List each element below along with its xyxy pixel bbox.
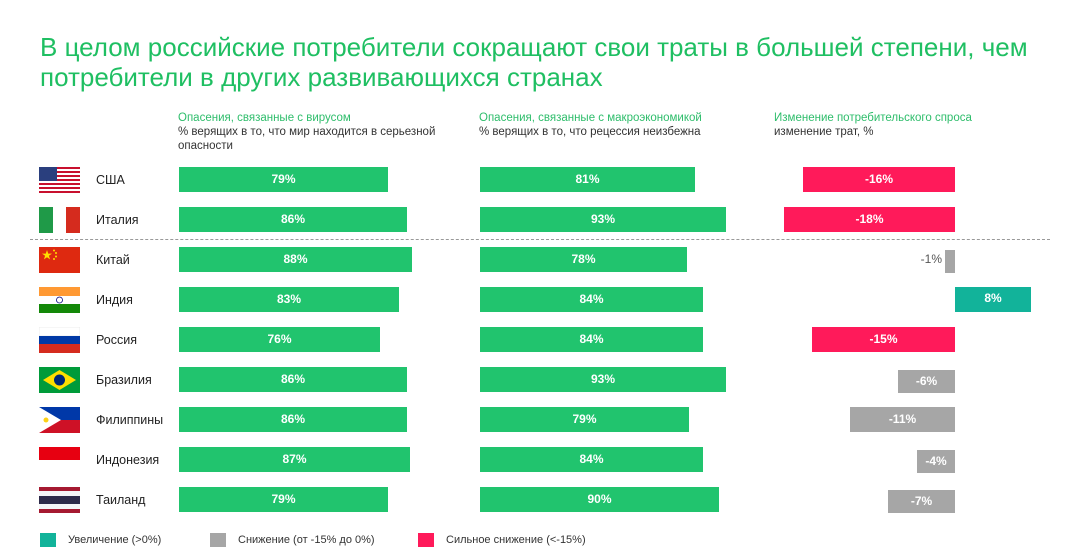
column-header-virus: Опасения, связанные с вирусом % верящих … [178, 111, 448, 153]
demand-bar: -18% [784, 207, 955, 232]
legend-label: Увеличение (>0%) [68, 534, 162, 546]
philippines-flag [39, 407, 80, 433]
virus-bar: 79% [179, 167, 388, 192]
country-label: Бразилия [96, 373, 152, 387]
column-header-macro: Опасения, связанные с макроэкономикой % … [479, 111, 749, 139]
demand-bar: -7% [888, 490, 955, 513]
column-subheading: % верящих в то, что рецессия неизбежна [479, 126, 701, 138]
virus-bar: 88% [179, 247, 412, 272]
country-label: Таиланд [96, 493, 146, 507]
demand-value-label: -1% [920, 252, 942, 266]
country-label: Индия [96, 293, 133, 307]
macro-bar: 78% [480, 247, 687, 272]
demand-bar: -16% [803, 167, 955, 192]
legend-swatch [418, 533, 434, 547]
india-flag [39, 287, 80, 313]
column-header-demand: Изменение потребительского спроса измене… [774, 111, 1064, 139]
demand-bar: -15% [812, 327, 955, 352]
page-title: В целом российские потребители сокращают… [40, 32, 1028, 92]
macro-bar: 93% [480, 367, 726, 392]
legend-label: Снижение (от -15% до 0%) [238, 534, 375, 546]
usa-flag [39, 167, 80, 193]
column-subheading: изменение трат, % [774, 126, 874, 138]
virus-bar: 76% [179, 327, 380, 352]
column-heading: Опасения, связанные с вирусом [178, 112, 351, 124]
macro-bar: 90% [480, 487, 719, 512]
virus-bar: 86% [179, 207, 407, 232]
virus-bar: 86% [179, 367, 407, 392]
legend-swatch [40, 533, 56, 547]
country-label: Китай [96, 253, 130, 267]
italy-flag [39, 207, 80, 233]
macro-bar: 93% [480, 207, 726, 232]
column-subheading: % верящих в то, что мир находится в серь… [178, 126, 436, 152]
demand-bar: -6% [898, 370, 955, 393]
macro-bar: 79% [480, 407, 689, 432]
demand-bar: -11% [850, 407, 955, 432]
column-heading: Изменение потребительского спроса [774, 112, 972, 124]
indonesia-flag [39, 447, 80, 473]
country-label: США [96, 173, 125, 187]
virus-bar: 79% [179, 487, 388, 512]
column-heading: Опасения, связанные с макроэкономикой [479, 112, 702, 124]
russia-flag [39, 327, 80, 353]
virus-bar: 83% [179, 287, 399, 312]
demand-bar [945, 250, 955, 273]
macro-bar: 84% [480, 327, 703, 352]
country-label: Индонезия [96, 453, 160, 467]
virus-bar: 86% [179, 407, 407, 432]
virus-bar: 87% [179, 447, 410, 472]
macro-bar: 84% [480, 447, 703, 472]
china-flag [39, 247, 80, 273]
dashed-divider [30, 239, 1050, 240]
macro-bar: 81% [480, 167, 695, 192]
demand-bar: -4% [917, 450, 955, 473]
brazil-flag [39, 367, 80, 393]
demand-bar: 8% [955, 287, 1031, 312]
country-label: Италия [96, 213, 139, 227]
thailand-flag [39, 487, 80, 513]
country-label: Филиппины [96, 413, 164, 427]
legend-label: Сильное снижение (<-15%) [446, 534, 586, 546]
country-label: Россия [96, 333, 137, 347]
legend-swatch [210, 533, 226, 547]
macro-bar: 84% [480, 287, 703, 312]
